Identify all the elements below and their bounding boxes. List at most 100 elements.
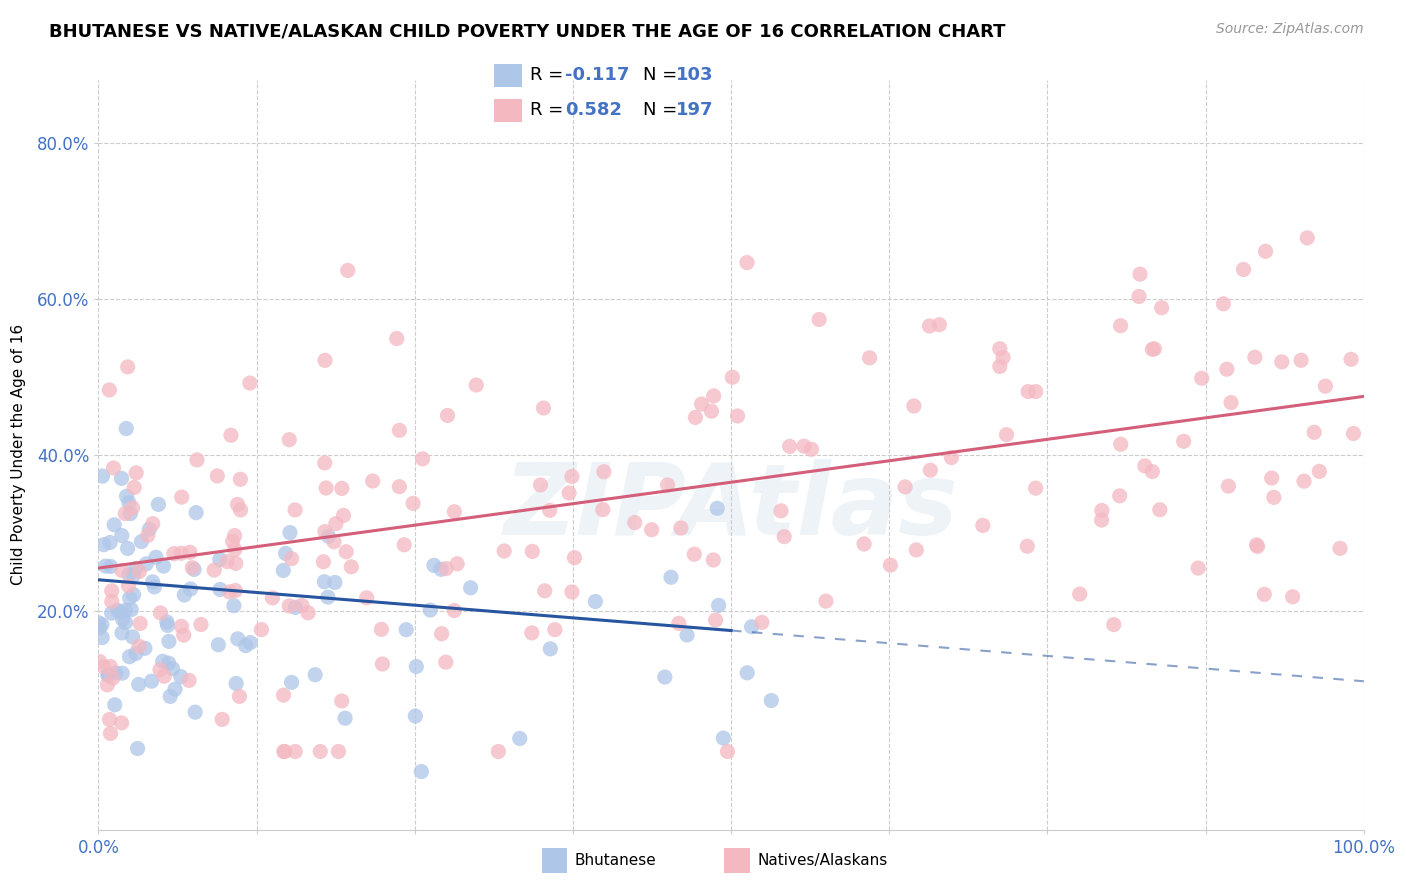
Point [96,678,118,692]
Point [226,632,249,646]
Point [110,605,132,619]
Point [207,638,229,652]
Point [98,713,121,727]
Point [120,507,142,521]
Point [1102,617,1125,632]
Point [412,451,434,466]
Point [98,659,121,673]
Point [163,547,186,561]
Point [711,731,734,745]
Point [741,620,763,634]
Point [315,481,337,495]
Point [325,516,347,531]
Point [1343,426,1365,441]
Point [402,496,425,510]
Point [918,318,941,333]
Point [235,639,257,653]
Point [100,594,122,608]
Point [104,698,127,712]
Point [1017,384,1039,399]
Point [1232,262,1254,277]
Point [1263,491,1285,505]
Point [117,359,139,374]
Point [1329,541,1351,556]
Point [173,628,195,642]
Point [318,529,340,543]
Point [115,489,138,503]
Point [128,565,150,579]
Point [751,615,773,630]
Point [669,521,692,535]
Point [894,480,917,494]
Point [561,469,583,483]
Point [520,625,543,640]
Point [1017,539,1039,553]
Point [920,463,942,477]
Point [1129,267,1152,281]
Point [87,615,110,630]
Point [136,528,159,542]
Point [117,541,139,556]
Text: 197: 197 [676,102,714,120]
Point [184,705,207,719]
Point [879,558,901,573]
Point [173,588,195,602]
Point [683,547,706,561]
Point [103,517,125,532]
Point [800,442,823,457]
Point [121,630,143,644]
Point [361,474,384,488]
Point [114,615,136,630]
Point [1292,474,1315,488]
Point [309,744,332,758]
Point [89,621,111,635]
Point [239,376,262,390]
Point [314,574,336,589]
Point [312,555,335,569]
Point [250,623,273,637]
Point [120,602,142,616]
Point [156,618,179,632]
Point [1296,231,1319,245]
Point [690,397,713,411]
Point [190,617,212,632]
Point [228,690,250,704]
Text: ZIPAtlas: ZIPAtlas [503,458,959,556]
Point [1142,343,1164,357]
Point [91,469,114,483]
Point [323,575,346,590]
Text: 0.582: 0.582 [565,102,623,120]
Point [1260,471,1282,485]
Point [659,570,682,584]
Point [385,332,408,346]
Point [1253,587,1275,601]
Point [443,603,465,617]
Point [262,591,284,605]
Point [486,744,509,758]
Point [219,428,242,442]
Point [735,255,758,269]
Point [122,588,145,602]
Point [702,553,724,567]
Point [903,399,925,413]
Point [1109,318,1132,333]
Point [388,423,411,437]
Point [181,560,204,574]
Point [333,711,356,725]
Point [125,647,148,661]
Point [533,401,555,415]
Point [304,667,326,681]
Point [170,619,193,633]
Point [170,490,193,504]
Point [995,427,1018,442]
Point [117,579,139,593]
Point [128,640,150,654]
Point [1108,489,1130,503]
Point [538,503,561,517]
Point [239,635,262,649]
Point [370,623,392,637]
Point [138,522,160,536]
Point [284,503,307,517]
Point [928,318,950,332]
Point [1150,301,1173,315]
